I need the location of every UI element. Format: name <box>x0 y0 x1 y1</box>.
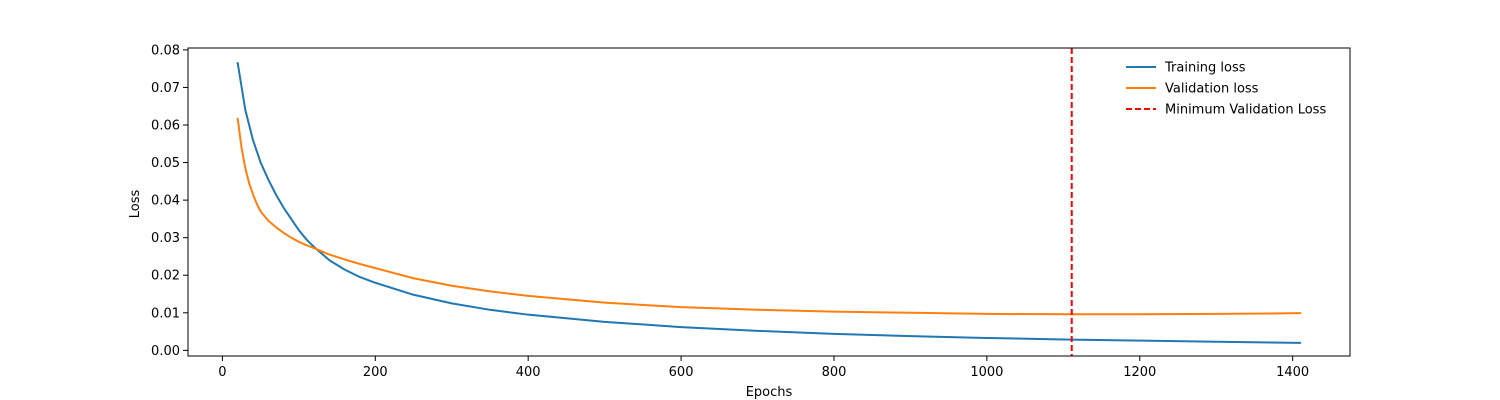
y-tick-label: 0.06 <box>151 119 180 134</box>
y-tick-label: 0.03 <box>151 231 180 246</box>
x-tick-label: 400 <box>516 365 541 380</box>
training-loss-line <box>236 62 1302 344</box>
y-tick-label: 0.00 <box>151 344 180 359</box>
x-tick-label: 600 <box>669 365 694 380</box>
legend: Training loss Validation loss Minimum Vali… <box>1126 61 1326 118</box>
x-tick-label: 800 <box>822 365 847 380</box>
x-tick-label: 1200 <box>1123 365 1156 380</box>
legend-label-validation-loss: Validation loss <box>1165 82 1259 97</box>
y-tick-label: 0.05 <box>151 156 180 171</box>
legend-label-training-loss: Training loss <box>1164 61 1246 76</box>
y-tick-label: 0.07 <box>151 81 180 96</box>
x-tick-label: 200 <box>363 365 388 380</box>
x-axis-label: Epochs <box>746 385 793 400</box>
y-tick-label: 0.08 <box>151 43 180 58</box>
x-tick-label: 1400 <box>1276 365 1309 380</box>
y-axis-label: Loss <box>128 190 143 219</box>
validation-loss-line <box>236 117 1302 316</box>
plot-frame <box>187 47 1351 357</box>
legend-label-minimum-validation-loss: Minimum Validation Loss <box>1165 103 1326 118</box>
y-tick-label: 0.02 <box>151 269 180 284</box>
x-tick-label: 0 <box>218 365 226 380</box>
axis-ticks: 0 200 400 600 800 1000 1200 1400 0.00 0.01 0.02 0.0… <box>151 43 1309 380</box>
y-tick-label: 0.04 <box>151 194 180 209</box>
y-tick-label: 0.01 <box>151 306 180 321</box>
x-tick-label: 1000 <box>970 365 1003 380</box>
plot-marks <box>236 48 1302 356</box>
